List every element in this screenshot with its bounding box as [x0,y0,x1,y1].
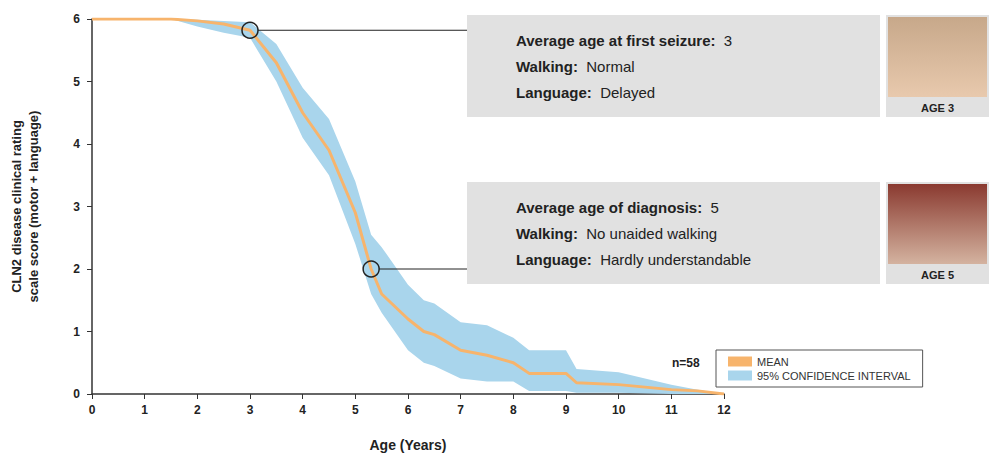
svg-text:scale score (motor + language): scale score (motor + language) [26,111,41,303]
svg-text:2: 2 [73,262,80,276]
svg-text:1: 1 [141,403,148,417]
svg-text:9: 9 [563,403,570,417]
svg-text:CLN2 disease clinical rating: CLN2 disease clinical rating [9,120,24,293]
svg-text:1: 1 [73,325,80,339]
svg-text:AGE 5: AGE 5 [921,269,954,281]
svg-text:12: 12 [717,403,731,417]
svg-text:5: 5 [352,403,359,417]
svg-text:Hardly understandable: Hardly understandable [600,251,751,268]
svg-text:6: 6 [405,403,412,417]
svg-text:2: 2 [194,403,201,417]
svg-text:0: 0 [89,403,96,417]
svg-text:AGE 3: AGE 3 [921,102,954,114]
svg-text:Delayed: Delayed [600,84,655,101]
svg-text:10: 10 [612,403,626,417]
svg-text:MEAN: MEAN [757,356,789,368]
svg-text:n=58: n=58 [672,356,700,370]
svg-text:Language:: Language: [516,251,592,268]
svg-text:Age (Years): Age (Years) [369,437,446,453]
svg-text:Average age of diagnosis:: Average age of diagnosis: [516,199,702,216]
svg-text:0: 0 [73,387,80,401]
svg-text:11: 11 [665,403,678,417]
svg-text:Walking:: Walking: [516,58,578,75]
svg-text:Average age at first seizure:: Average age at first seizure: [516,32,716,49]
svg-text:6: 6 [73,12,80,26]
svg-text:4: 4 [73,137,80,151]
svg-text:3: 3 [73,200,80,214]
svg-text:95% CONFIDENCE INTERVAL: 95% CONFIDENCE INTERVAL [757,370,911,382]
svg-text:Walking:: Walking: [516,225,578,242]
svg-text:Language:: Language: [516,84,592,101]
svg-text:7: 7 [457,403,464,417]
svg-text:3: 3 [724,32,732,49]
svg-text:5: 5 [73,75,80,89]
svg-text:8: 8 [510,403,517,417]
svg-text:3: 3 [247,403,254,417]
svg-text:No unaided walking: No unaided walking [586,225,717,242]
svg-text:4: 4 [299,403,306,417]
svg-text:5: 5 [710,199,718,216]
svg-text:Normal: Normal [586,58,634,75]
